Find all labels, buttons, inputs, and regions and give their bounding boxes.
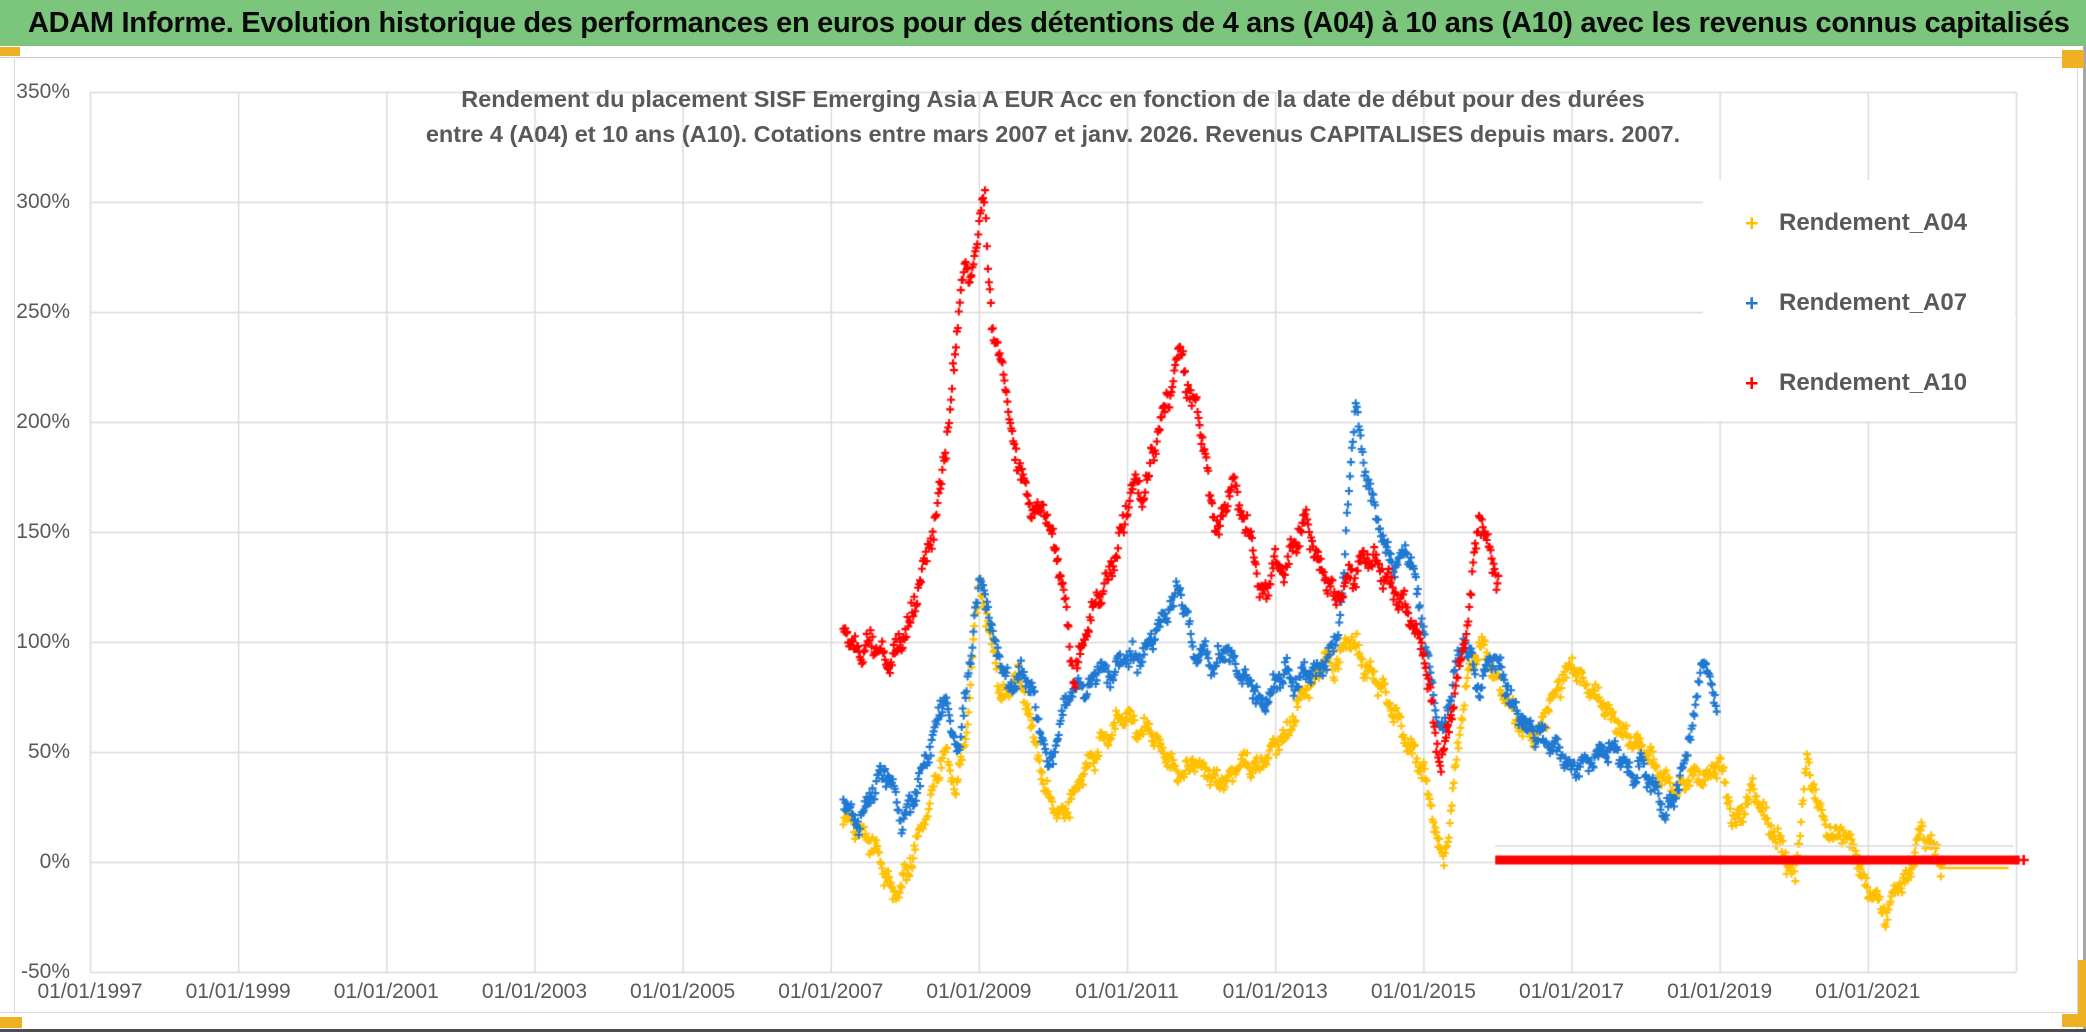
accent-handle-top-left	[0, 47, 20, 56]
x-tick-label: 01/01/2005	[630, 980, 736, 1003]
x-tick-label: 01/01/2011	[1075, 980, 1179, 1003]
legend-label: Rendement_A04	[1779, 209, 1968, 236]
legend-item-rendement_a04: + Rendement_A04	[1745, 208, 1967, 238]
y-tick-label: 100%	[16, 630, 70, 653]
x-tick-label: 01/01/2019	[1667, 980, 1773, 1003]
x-tick-label: 01/01/2003	[481, 980, 587, 1003]
chart-title: Rendement du placement SISF Emerging Asi…	[90, 82, 2016, 152]
y-tick-label: 50%	[27, 740, 70, 763]
chart-title-line2: entre 4 (A04) et 10 ans (A10). Cotations…	[425, 121, 1681, 147]
x-tick-label: 01/01/2015	[1370, 980, 1476, 1003]
accent-handle-top-right	[2062, 50, 2084, 68]
legend-label: Rendement_A07	[1779, 289, 1968, 316]
legend-label: Rendement_A10	[1779, 369, 1968, 396]
app-header-banner: ADAM Informe. Evolution historique des p…	[0, 0, 2086, 46]
y-tick-label: 250%	[16, 300, 70, 323]
y-tick-label: 300%	[16, 190, 70, 213]
page-edge-right	[2083, 46, 2086, 1032]
y-tick-label: 0%	[39, 850, 70, 873]
chart-legend: + Rendement_A04 + Rendement_A07 + Rendement_A…	[1703, 180, 2015, 421]
x-tick-label: 01/01/2017	[1518, 980, 1625, 1003]
y-tick-label: 200%	[16, 410, 70, 433]
header-divider	[0, 57, 2086, 58]
x-tick-label: 01/01/1999	[185, 980, 291, 1003]
page-border-left	[14, 57, 15, 1012]
legend-plus-marker-icon: +	[1745, 209, 1759, 236]
x-tick-label: 01/01/2021	[1815, 980, 1921, 1003]
chart-title-line1: Rendement du placement SISF Emerging Asi…	[461, 86, 1645, 112]
y-tick-label: 150%	[16, 520, 70, 543]
legend-item-rendement_a07: + Rendement_A07	[1745, 288, 1967, 318]
x-tick-label: 01/01/2009	[926, 980, 1032, 1003]
y-tick-label: -50%	[20, 960, 70, 983]
legend-plus-marker-icon: +	[1745, 289, 1759, 316]
accent-strip-right	[2078, 960, 2086, 1025]
legend-plus-marker-icon: +	[1745, 369, 1759, 396]
page-edge-bottom	[0, 1029, 2086, 1032]
page-border-right	[2077, 57, 2078, 1032]
y-tick-label: 350%	[16, 80, 70, 103]
x-tick-label: 01/01/2013	[1222, 980, 1328, 1003]
page-border-bottom	[0, 1012, 2086, 1013]
x-tick-label: 01/01/2007	[778, 980, 884, 1003]
legend-item-rendement_a10: + Rendement_A10	[1745, 368, 1967, 398]
accent-handle-bottom-left	[0, 1017, 22, 1028]
x-tick-label: 01/01/2001	[333, 980, 439, 1003]
x-tick-label: 01/01/1997	[37, 980, 143, 1003]
